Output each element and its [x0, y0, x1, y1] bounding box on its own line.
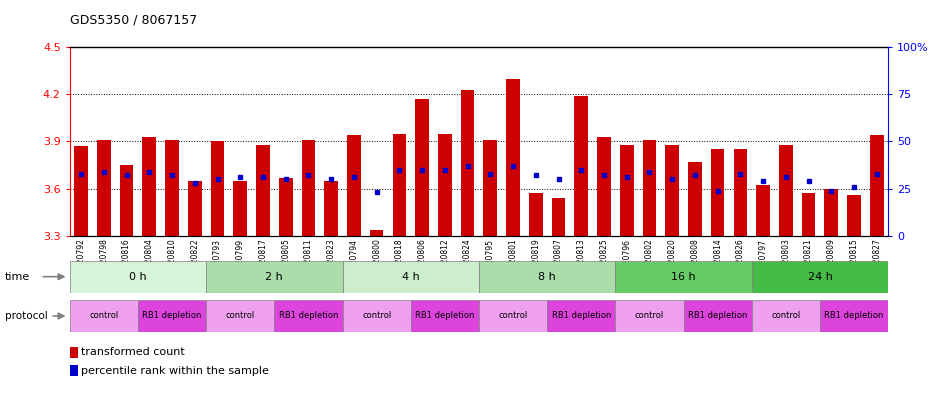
Bar — [120, 165, 133, 236]
Bar — [547, 300, 616, 332]
Bar — [684, 300, 751, 332]
Text: 24 h: 24 h — [807, 272, 832, 282]
Bar — [551, 198, 565, 236]
Text: control: control — [89, 312, 118, 320]
Text: RB1 depletion: RB1 depletion — [415, 312, 474, 320]
Bar — [97, 140, 111, 236]
Bar — [211, 141, 224, 236]
Bar — [620, 145, 633, 236]
Bar — [70, 300, 138, 332]
Text: RB1 depletion: RB1 depletion — [824, 312, 884, 320]
Bar — [506, 79, 520, 236]
Bar — [370, 230, 383, 236]
Bar — [347, 135, 361, 236]
Bar — [847, 195, 861, 236]
Bar — [138, 300, 206, 332]
Text: control: control — [498, 312, 527, 320]
Text: 4 h: 4 h — [402, 272, 419, 282]
Bar — [70, 347, 78, 358]
Bar — [665, 145, 679, 236]
Text: RB1 depletion: RB1 depletion — [688, 312, 748, 320]
Bar — [751, 261, 888, 293]
Bar — [342, 300, 411, 332]
Bar — [233, 181, 247, 236]
Text: time: time — [5, 272, 30, 282]
Bar — [188, 181, 202, 236]
Bar — [711, 149, 724, 236]
Bar — [70, 261, 206, 293]
Text: 8 h: 8 h — [538, 272, 556, 282]
Bar — [342, 261, 479, 293]
Bar — [870, 135, 884, 236]
Bar — [301, 140, 315, 236]
Bar — [616, 300, 684, 332]
Bar — [616, 261, 751, 293]
Text: 2 h: 2 h — [265, 272, 284, 282]
Bar — [274, 300, 342, 332]
Bar — [802, 193, 816, 236]
Bar — [479, 261, 616, 293]
Bar — [756, 185, 770, 236]
Bar — [206, 300, 274, 332]
Bar — [779, 145, 792, 236]
Text: GDS5350 / 8067157: GDS5350 / 8067157 — [70, 14, 197, 27]
Text: RB1 depletion: RB1 depletion — [279, 312, 339, 320]
Bar — [820, 300, 888, 332]
Text: 16 h: 16 h — [671, 272, 696, 282]
Bar — [751, 300, 820, 332]
Bar — [206, 261, 342, 293]
Bar — [70, 365, 78, 376]
Bar — [460, 90, 474, 236]
Text: RB1 depletion: RB1 depletion — [142, 312, 202, 320]
Bar — [416, 99, 429, 236]
Bar — [438, 134, 452, 236]
Bar — [142, 137, 156, 236]
Bar — [74, 146, 88, 236]
Bar — [392, 134, 406, 236]
Bar — [256, 145, 270, 236]
Text: control: control — [362, 312, 392, 320]
Text: percentile rank within the sample: percentile rank within the sample — [81, 366, 270, 376]
Text: transformed count: transformed count — [81, 347, 185, 357]
Bar — [688, 162, 702, 236]
Bar — [825, 189, 838, 236]
Bar — [279, 178, 293, 236]
Bar — [597, 137, 611, 236]
Text: RB1 depletion: RB1 depletion — [551, 312, 611, 320]
Text: 0 h: 0 h — [129, 272, 147, 282]
Text: protocol: protocol — [5, 311, 47, 321]
Bar — [734, 149, 747, 236]
Bar — [484, 140, 498, 236]
Bar — [325, 181, 338, 236]
Text: control: control — [771, 312, 801, 320]
Text: control: control — [226, 312, 255, 320]
Bar — [479, 300, 547, 332]
Text: control: control — [635, 312, 664, 320]
Bar — [529, 193, 542, 236]
Bar — [643, 140, 657, 236]
Bar — [575, 96, 588, 236]
Bar — [166, 140, 179, 236]
Bar — [411, 300, 479, 332]
